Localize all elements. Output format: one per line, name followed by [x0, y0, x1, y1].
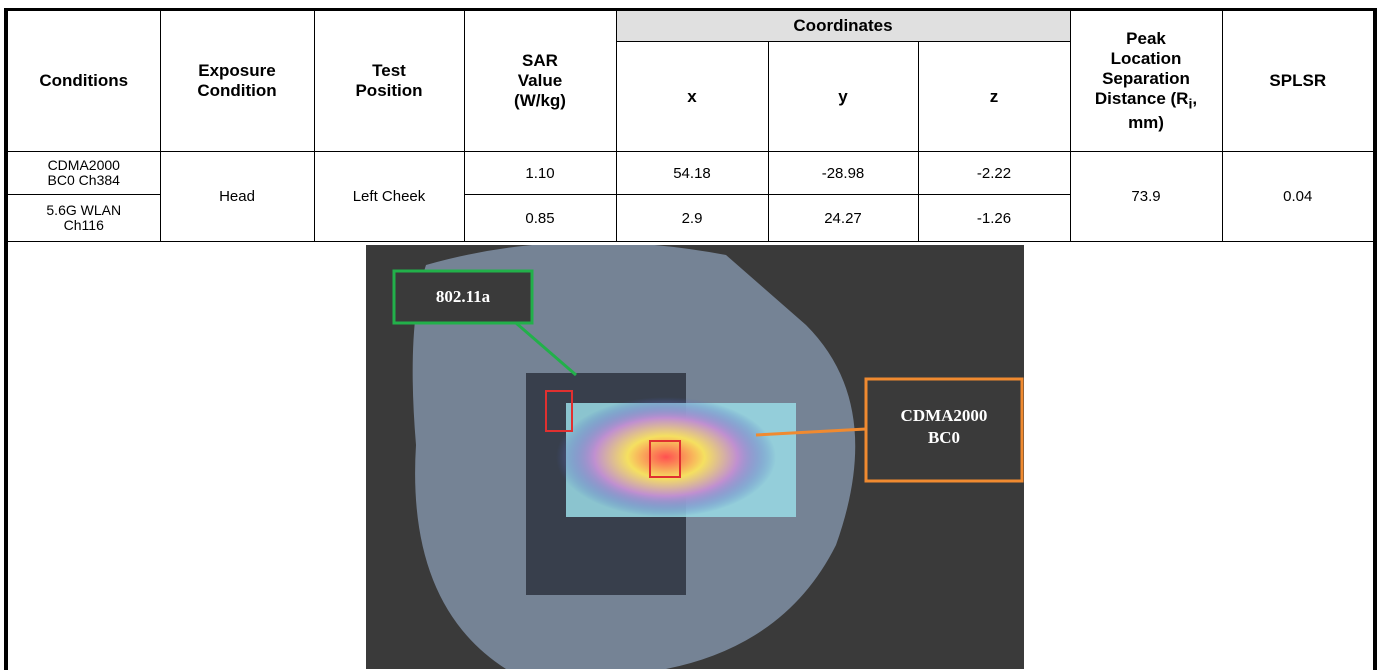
- header-sar: SAR Value (W/kg): [464, 10, 616, 152]
- header-exposure-text: Exposure Condition: [187, 61, 287, 101]
- condition: 5.6G WLAN Ch116: [6, 195, 160, 242]
- sar: 0.85: [464, 195, 616, 242]
- sar-hotspot: [556, 397, 776, 517]
- text: Peak Location Separation Distance (R: [1095, 29, 1190, 108]
- header-conditions: Conditions: [6, 10, 160, 152]
- figure-cell: 802.11a CDMA2000 BC0: [6, 242, 1375, 670]
- header-position: Test Position: [314, 10, 464, 152]
- condition: CDMA2000 BC0 Ch384: [6, 152, 160, 195]
- y: -28.98: [768, 152, 918, 195]
- z: -2.22: [918, 152, 1070, 195]
- header-coordinates: Coordinates: [616, 10, 1070, 42]
- y: 24.27: [768, 195, 918, 242]
- condition-text: CDMA2000 BC0 Ch384: [39, 158, 129, 188]
- header-x: x: [616, 42, 768, 152]
- exposure: Head: [160, 152, 314, 242]
- sar-table: Conditions Exposure Condition Test Posit…: [4, 8, 1377, 670]
- splsr: 0.04: [1222, 152, 1375, 242]
- sar-figure: 802.11a CDMA2000 BC0: [366, 245, 1024, 669]
- x: 2.9: [616, 195, 768, 242]
- header-sar-text: SAR Value (W/kg): [505, 51, 575, 111]
- header-peak-text: Peak Location Separation Distance (Ri, m…: [1091, 29, 1201, 132]
- header-z: z: [918, 42, 1070, 152]
- z: -1.26: [918, 195, 1070, 242]
- header-y: y: [768, 42, 918, 152]
- callout-label: CDMA2000 BC0: [866, 405, 1022, 449]
- x: 54.18: [616, 152, 768, 195]
- position: Left Cheek: [314, 152, 464, 242]
- peak: 73.9: [1070, 152, 1222, 242]
- header-peak: Peak Location Separation Distance (Ri, m…: [1070, 10, 1222, 152]
- header-position-text: Test Position: [349, 61, 429, 101]
- sar: 1.10: [464, 152, 616, 195]
- condition-text: 5.6G WLAN Ch116: [39, 203, 129, 233]
- header-splsr: SPLSR: [1222, 10, 1375, 152]
- header-exposure: Exposure Condition: [160, 10, 314, 152]
- callout-label-box: CDMA2000 BC0: [866, 405, 1022, 465]
- callout-label: 802.11a: [436, 287, 491, 306]
